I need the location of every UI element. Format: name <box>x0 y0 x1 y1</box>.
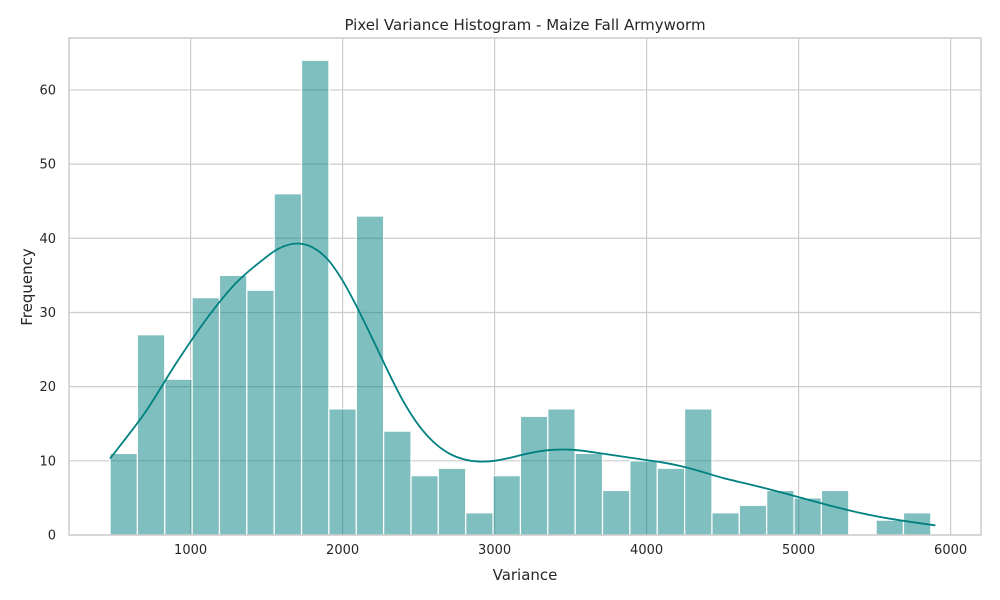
histogram-bar <box>875 519 905 536</box>
histogram-bars <box>109 59 932 536</box>
x-tick-label: 6000 <box>934 543 967 558</box>
histogram-bar <box>656 467 686 536</box>
y-tick-label: 30 <box>39 306 56 321</box>
histogram-bar <box>601 489 631 536</box>
histogram-bar <box>355 215 385 536</box>
y-tick-label: 20 <box>39 380 56 395</box>
y-axis-label: Frequency <box>18 248 36 326</box>
x-tick-label: 2000 <box>326 543 359 558</box>
histogram-bar <box>574 452 604 536</box>
x-tick-label: 4000 <box>630 543 663 558</box>
histogram-bar <box>793 497 822 536</box>
kde-curve-layer <box>109 242 936 527</box>
histogram-bar <box>711 512 740 536</box>
histogram-bar <box>328 408 357 536</box>
histogram-bar <box>547 408 576 536</box>
x-tick-label: 3000 <box>478 543 511 558</box>
histogram-bar <box>519 415 549 536</box>
chart-title: Pixel Variance Histogram - Maize Fall Ar… <box>344 16 705 34</box>
plot-frame <box>68 37 982 536</box>
y-tick-label: 0 <box>48 529 56 544</box>
y-tick-label: 40 <box>39 232 56 247</box>
y-tick-label: 10 <box>39 454 56 469</box>
histogram-bar <box>437 467 467 536</box>
histogram-bar <box>109 452 139 536</box>
histogram-bar <box>738 504 768 536</box>
y-tick-label: 50 <box>39 158 56 173</box>
y-axis-ticks: 0 10 20 30 40 50 60 <box>39 83 56 543</box>
histogram-bar <box>300 59 330 536</box>
histogram-bar <box>629 460 658 536</box>
histogram-bar <box>766 489 795 536</box>
histogram-bar <box>246 289 275 536</box>
x-tick-label: 5000 <box>782 543 815 558</box>
grid-lines <box>69 38 981 536</box>
histogram-bar <box>136 334 166 536</box>
histogram-bar <box>820 489 850 536</box>
histogram-bar <box>218 274 248 536</box>
histogram-bar <box>683 408 713 536</box>
histogram-bar <box>383 430 412 536</box>
histogram-bar <box>410 475 439 536</box>
histogram-bar <box>465 512 494 536</box>
x-axis-ticks: 1000 2000 3000 4000 5000 6000 <box>174 543 967 558</box>
kde-curve <box>109 242 936 527</box>
y-tick-label: 60 <box>39 83 56 98</box>
x-tick-label: 1000 <box>174 543 207 558</box>
x-axis-label: Variance <box>493 566 558 584</box>
histogram-bar <box>164 378 193 536</box>
histogram-bar <box>492 475 522 536</box>
